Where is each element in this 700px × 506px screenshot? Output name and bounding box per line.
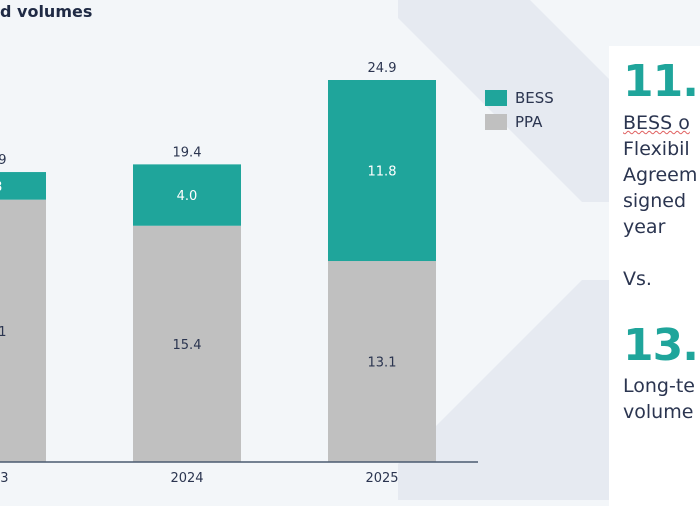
- legend-swatch-bess: [485, 90, 507, 106]
- bar-ppa-2024: [133, 225, 241, 462]
- chart-title: d volumes: [0, 2, 93, 21]
- stat-bess-line-4: signed: [623, 190, 687, 212]
- stat-longterm-line-2: volume: [623, 401, 694, 423]
- stat-bess-line-2: Flexibil: [623, 138, 690, 160]
- legend-label-ppa: PPA: [515, 113, 543, 131]
- bar-ppa-2025: [328, 261, 436, 462]
- data-label-ppa-2024: 15.4: [173, 338, 202, 353]
- bar-bess-2023: [0, 172, 46, 200]
- data-label-ppa-2025: 13.1: [368, 356, 397, 371]
- x-tick-label-2025: 2025: [365, 471, 398, 486]
- legend-swatch-ppa: [485, 114, 507, 130]
- x-tick-label-2024: 2024: [170, 471, 203, 486]
- data-label-bess-2024: 4.0: [177, 189, 198, 204]
- x-tick-label-2023: 2023: [0, 471, 9, 486]
- bar-ppa-2023: [0, 199, 46, 462]
- stat-bess-line-3: Agreem: [623, 164, 698, 186]
- total-label-2023: 18.9: [0, 153, 6, 168]
- stats-card: 11.8 BESS o Flexibil Agreem signed year …: [609, 46, 700, 506]
- stat-bess-line-1: BESS o: [623, 112, 690, 134]
- stat-bess-value: 11.8: [623, 56, 700, 107]
- stat-longterm-value: 13.1: [623, 320, 700, 371]
- data-label-bess-2025: 11.8: [368, 165, 397, 180]
- bar-bess-2025: [328, 80, 436, 262]
- total-label-2024: 19.4: [173, 145, 202, 160]
- data-label-bess-2023: 1.8: [0, 180, 2, 195]
- legend-item-bess: BESS: [485, 86, 554, 110]
- stat-longterm-line-1: Long-te: [623, 375, 695, 397]
- stat-bess-line-5: year: [623, 216, 666, 238]
- vs-label: Vs.: [623, 268, 652, 290]
- legend-item-ppa: PPA: [485, 110, 554, 134]
- legend-label-bess: BESS: [515, 89, 554, 107]
- data-label-ppa-2023: 17.1: [0, 325, 6, 340]
- bar-bess-2024: [133, 164, 241, 226]
- total-label-2025: 24.9: [368, 61, 397, 76]
- legend: BESS PPA: [485, 86, 554, 134]
